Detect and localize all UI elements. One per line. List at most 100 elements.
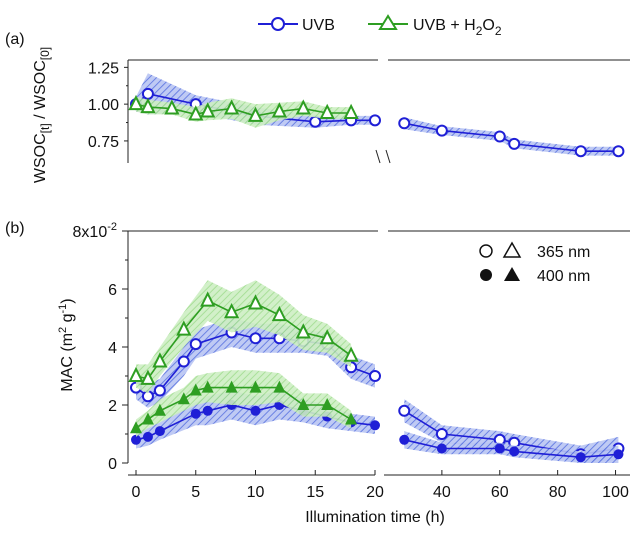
- data-point: [247, 106, 264, 122]
- data-point: [575, 452, 586, 463]
- data-point: [153, 384, 166, 397]
- x-tick-label: 15: [306, 484, 324, 501]
- data-point: [200, 291, 216, 307]
- data-point: [398, 404, 411, 417]
- data-point: [309, 115, 322, 128]
- data-point: [128, 366, 144, 382]
- panel-b-ylabel: MAC (m2 g-1): [57, 298, 76, 391]
- panel-a-ytick-label: 1.25: [88, 60, 119, 77]
- x-tick-label: 60: [491, 484, 509, 501]
- data-point: [247, 294, 264, 310]
- data-point: [321, 398, 334, 410]
- data-point: [249, 332, 262, 345]
- data-point: [297, 398, 310, 410]
- data-point: [369, 114, 381, 127]
- data-point: [202, 405, 213, 416]
- data-point: [493, 130, 506, 143]
- data-point: [319, 103, 335, 119]
- data-point: [141, 87, 154, 100]
- panel-b-ytick-label: 4: [108, 340, 117, 357]
- data-point: [200, 102, 216, 118]
- panel-b-ytick-label: 6: [108, 282, 117, 299]
- data-point: [140, 97, 156, 114]
- series-band: [136, 280, 352, 394]
- data-point: [271, 305, 288, 322]
- series-band: [136, 370, 352, 437]
- legend-uvb-marker: [271, 17, 285, 31]
- x-tick-label: 10: [247, 484, 265, 501]
- data-point: [188, 105, 204, 121]
- data-point: [271, 102, 288, 118]
- data-point: [295, 99, 311, 115]
- data-point: [435, 428, 448, 440]
- panel-b-legend: 365 nm 400 nm: [479, 241, 590, 285]
- data-point: [152, 352, 168, 368]
- panel-a-ylabel: WSOC[t] / WSOC[0]: [32, 47, 52, 183]
- x-tick-label: 5: [191, 484, 200, 501]
- data-point: [273, 380, 286, 393]
- panel-b-ytick-label: 2: [108, 398, 117, 415]
- data-point: [189, 338, 202, 351]
- data-point: [140, 369, 156, 385]
- data-point: [201, 380, 214, 393]
- data-point: [345, 412, 358, 425]
- data-point: [177, 355, 190, 368]
- data-point: [153, 403, 166, 416]
- legend-uvb-h2o2-marker: [378, 14, 398, 30]
- data-point: [131, 434, 141, 445]
- data-point: [319, 329, 335, 345]
- data-point: [494, 443, 505, 454]
- legend-400-label: 400 nm: [537, 268, 590, 285]
- data-point: [574, 145, 587, 158]
- data-point: [177, 392, 190, 405]
- data-point: [436, 443, 447, 454]
- data-point: [508, 137, 521, 150]
- data-point: [190, 408, 201, 419]
- data-point: [249, 380, 262, 393]
- data-point: [399, 434, 410, 445]
- data-point: [250, 405, 261, 416]
- x-tick-label: 20: [366, 484, 384, 501]
- x-axis-label: Illumination time (h): [305, 509, 445, 526]
- data-point: [398, 117, 411, 130]
- data-point: [176, 320, 192, 336]
- data-point: [370, 420, 380, 431]
- data-point: [613, 449, 624, 460]
- panel-a-break-mark-left: [375, 149, 381, 164]
- data-point: [343, 103, 359, 119]
- series-band: [404, 399, 619, 463]
- data-point: [225, 380, 238, 393]
- data-point: [369, 370, 381, 382]
- panel-a-tag: (a): [5, 31, 25, 48]
- x-tick-label: 80: [549, 484, 567, 501]
- data-point: [130, 421, 142, 434]
- data-point: [223, 99, 240, 115]
- panel-b-tag: (b): [5, 220, 25, 237]
- panel-b-ytick-label: 8x10-2: [73, 221, 117, 241]
- data-point: [189, 383, 202, 396]
- legend-400-triangle: [504, 267, 520, 281]
- legend-uvb-h2o2-label: UVB + H2O2: [413, 17, 502, 38]
- panel-b-ytick-exponent: -2: [107, 221, 117, 233]
- data-point: [295, 323, 311, 339]
- panel-a-break-mark-right: [385, 149, 391, 164]
- data-point: [223, 302, 240, 319]
- legend-365-triangle: [502, 241, 522, 258]
- panel-a-ytick-label: 1.00: [88, 97, 119, 114]
- panel-b-ytick-label: 0: [108, 456, 117, 473]
- data-point: [142, 431, 153, 442]
- legend-365-circle: [479, 244, 493, 258]
- data-point: [141, 412, 154, 425]
- x-tick-label: 0: [132, 484, 141, 501]
- series-line: [404, 439, 619, 459]
- data-point: [435, 124, 448, 137]
- legend: UVB UVB + H2O2: [258, 14, 502, 38]
- data-point: [343, 346, 359, 362]
- x-tick-label: 100: [602, 484, 629, 501]
- data-point: [128, 94, 144, 111]
- x-tick-label: 40: [433, 484, 451, 501]
- data-point: [509, 446, 520, 457]
- series-line: [404, 122, 619, 152]
- data-point: [612, 145, 625, 158]
